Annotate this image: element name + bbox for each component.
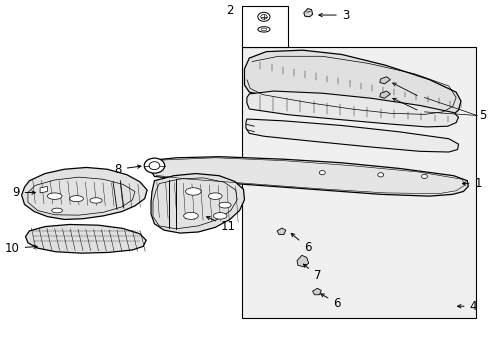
Ellipse shape (213, 213, 226, 219)
Text: 2: 2 (226, 4, 233, 17)
Text: 6: 6 (290, 233, 311, 254)
Polygon shape (277, 228, 285, 234)
Ellipse shape (257, 27, 269, 32)
Polygon shape (312, 288, 321, 295)
Ellipse shape (319, 171, 325, 175)
Polygon shape (303, 9, 312, 17)
Ellipse shape (261, 28, 266, 31)
Text: 4: 4 (457, 300, 476, 313)
Bar (242, 6, 287, 47)
Text: 8: 8 (114, 163, 141, 176)
Ellipse shape (185, 188, 201, 195)
Ellipse shape (377, 173, 383, 177)
Ellipse shape (260, 14, 266, 19)
Text: 1: 1 (462, 177, 481, 190)
Text: 3: 3 (318, 9, 348, 22)
Ellipse shape (149, 162, 160, 170)
Ellipse shape (90, 198, 102, 203)
Text: 11: 11 (206, 217, 236, 233)
Ellipse shape (208, 193, 222, 199)
Ellipse shape (47, 193, 62, 199)
Polygon shape (246, 91, 458, 127)
Polygon shape (245, 119, 458, 152)
Text: 7: 7 (303, 264, 321, 282)
Bar (242, 47, 475, 318)
Polygon shape (21, 167, 147, 220)
Text: 6: 6 (320, 294, 340, 310)
Ellipse shape (70, 195, 83, 202)
Ellipse shape (421, 174, 427, 179)
Ellipse shape (144, 158, 164, 173)
Ellipse shape (52, 208, 62, 213)
Text: 5: 5 (478, 109, 486, 122)
Polygon shape (379, 77, 389, 84)
Ellipse shape (219, 202, 231, 208)
Polygon shape (379, 91, 389, 98)
Ellipse shape (183, 212, 198, 219)
Polygon shape (40, 186, 47, 193)
Polygon shape (151, 174, 244, 233)
Polygon shape (25, 225, 146, 253)
Text: 9: 9 (12, 186, 35, 199)
Text: 10: 10 (5, 242, 37, 255)
Polygon shape (244, 50, 460, 120)
Ellipse shape (257, 12, 269, 21)
Polygon shape (296, 255, 308, 267)
Polygon shape (151, 157, 468, 196)
